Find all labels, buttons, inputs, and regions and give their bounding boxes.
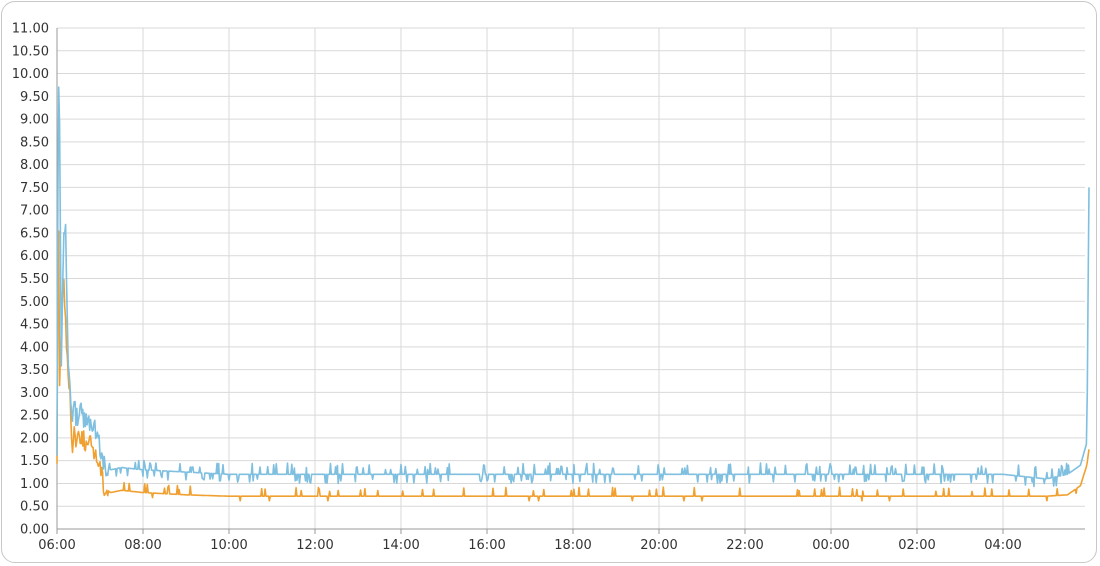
- x-tick-label: 06:00: [38, 538, 75, 553]
- x-tick-label: 12:00: [296, 538, 333, 553]
- y-tick-label: 10.50: [12, 44, 49, 59]
- y-tick-label: 3.00: [20, 386, 49, 401]
- y-tick-label: 7.50: [20, 181, 49, 196]
- x-tick-label: 18:00: [554, 538, 591, 553]
- y-tick-label: 4.50: [20, 318, 49, 333]
- y-tick-label: 10.00: [12, 67, 49, 82]
- y-tick-label: 11.00: [12, 22, 49, 37]
- y-tick-label: 5.50: [20, 272, 49, 287]
- x-tick-label: 16:00: [468, 538, 505, 553]
- axes: [56, 28, 1085, 534]
- x-tick-label: 20:00: [640, 538, 677, 553]
- x-tick-label: 08:00: [124, 538, 161, 553]
- y-tick-label: 3.50: [20, 363, 49, 378]
- y-tick-label: 2.50: [20, 409, 49, 424]
- x-tick-label: 14:00: [382, 538, 419, 553]
- y-tick-label: 7.00: [20, 204, 49, 219]
- y-tick-label: 2.00: [20, 431, 49, 446]
- series-lines: [56, 86, 1090, 502]
- x-tick-label: 04:00: [984, 538, 1021, 553]
- y-tick-label: 1.00: [20, 477, 49, 492]
- y-tick-label: 8.50: [20, 135, 49, 150]
- y-tick-label: 9.50: [20, 90, 49, 105]
- y-tick-label: 9.00: [20, 113, 49, 128]
- y-tick-label: 4.00: [20, 340, 49, 355]
- y-tick-label: 5.00: [20, 295, 49, 310]
- y-tick-label: 0.00: [20, 523, 49, 538]
- x-tick-label: 02:00: [898, 538, 935, 553]
- y-tick-label: 1.50: [20, 454, 49, 469]
- x-tick-label: 10:00: [210, 538, 247, 553]
- x-axis-tick-labels: 06:00 08:00 10:00 12:00 14:00 16:00 18:00 20:00…: [38, 538, 1021, 553]
- x-tick-label: 00:00: [812, 538, 849, 553]
- y-axis-tick-labels: 0.00 0.50 1.00 1.50 2.00 2.50 3.00 3.50 4.00 4.50…: [12, 22, 49, 538]
- grid: [56, 27, 1085, 530]
- series-line-blue: [56, 86, 1090, 488]
- y-tick-label: 0.50: [20, 500, 49, 515]
- series-line-orange: [56, 230, 1090, 502]
- y-tick-label: 6.50: [20, 226, 49, 241]
- x-tick-label: 22:00: [726, 538, 763, 553]
- y-tick-label: 8.00: [20, 158, 49, 173]
- y-tick-label: 6.00: [20, 249, 49, 264]
